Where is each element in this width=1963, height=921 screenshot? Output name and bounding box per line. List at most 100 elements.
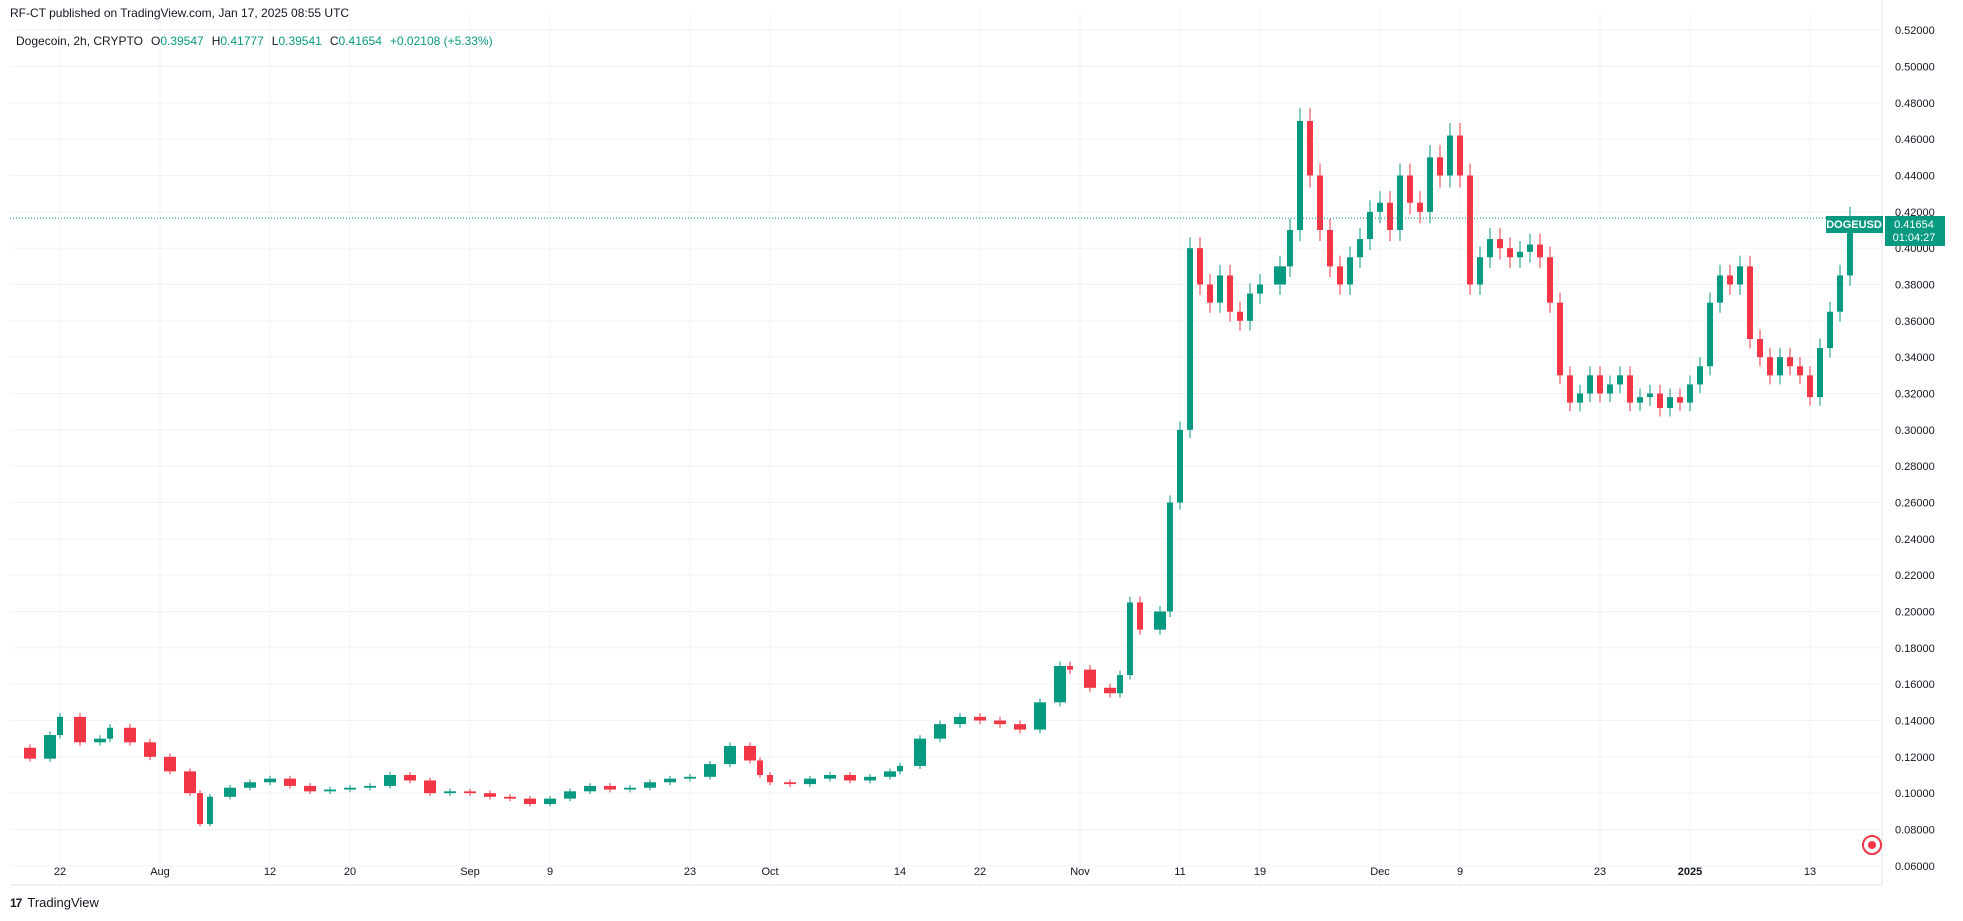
x-tick-label: 14 — [894, 866, 906, 878]
candle-body — [57, 716, 63, 736]
x-tick-label: 9 — [1457, 866, 1463, 878]
candle-body — [1247, 293, 1253, 321]
candle-body — [644, 782, 656, 788]
chart-grid — [10, 12, 1880, 884]
candle-body — [107, 727, 113, 739]
candle-body — [767, 775, 773, 783]
candle-body — [1727, 275, 1733, 285]
candle-body — [1104, 687, 1116, 694]
candle-body — [1014, 724, 1026, 730]
candle-body — [1707, 302, 1713, 367]
price-series — [24, 108, 1853, 827]
change-value: +0.02108 (+5.33%) — [389, 34, 493, 48]
candle-body — [344, 787, 356, 790]
candle-body — [444, 791, 456, 794]
candle-body — [1397, 175, 1403, 230]
y-tick-label: 0.42000 — [1895, 207, 1935, 219]
candle-body — [1717, 275, 1723, 303]
candle-body — [74, 716, 86, 743]
candle-body — [1777, 357, 1783, 376]
candle-body — [1127, 602, 1133, 676]
current-price-tag: DOGEUSD 0.41654 01:04:27 — [1826, 216, 1945, 246]
candle-body — [1527, 244, 1533, 252]
candle-body — [364, 785, 376, 788]
candle-body — [184, 771, 196, 794]
candle-body — [1307, 121, 1313, 176]
x-tick-label: 23 — [684, 866, 696, 878]
tradingview-logo-icon: 17 — [10, 895, 22, 910]
candle-body — [1237, 311, 1243, 321]
candle-body — [1757, 339, 1763, 358]
candle-body — [544, 798, 556, 805]
candle-body — [124, 727, 136, 743]
candle-body — [1817, 348, 1823, 398]
candle-body — [744, 745, 756, 761]
candle-body — [164, 756, 176, 772]
candle-body — [804, 778, 816, 785]
candle-body — [1587, 375, 1593, 394]
candle-body — [934, 724, 946, 739]
candle-body — [504, 796, 516, 799]
price-label: 0.41654 — [1894, 219, 1934, 231]
candle-body — [1257, 284, 1263, 294]
candle-body — [1197, 248, 1203, 285]
countdown-label: 01:04:27 — [1893, 232, 1936, 244]
candle-body — [1467, 175, 1473, 285]
footer-brand[interactable]: 17 TradingView — [10, 895, 99, 910]
candle-body — [464, 791, 476, 794]
candle-body — [1167, 502, 1173, 612]
high-label: H — [211, 34, 221, 48]
candle-body — [1687, 384, 1693, 403]
candle-body — [1117, 675, 1123, 694]
candle-body — [1807, 375, 1813, 398]
x-tick-label: 23 — [1594, 866, 1606, 878]
y-tick-label: 0.40000 — [1895, 243, 1935, 255]
x-tick-label: Sep — [460, 866, 480, 878]
candle-body — [1677, 397, 1683, 403]
candle-body — [224, 787, 236, 797]
candle-body — [1427, 157, 1433, 212]
candle-body — [844, 775, 856, 781]
candle-body — [1357, 239, 1363, 258]
y-tick-label: 0.44000 — [1895, 171, 1935, 183]
y-tick-label: 0.36000 — [1895, 316, 1935, 328]
ticker-label: DOGEUSD — [1826, 219, 1882, 231]
candle-body — [1767, 357, 1773, 376]
brand-name: TradingView — [27, 895, 99, 910]
price-badge — [1885, 216, 1945, 246]
time-axis: 22 Aug 12 20 Sep 9 23 Oct 14 22 Nov 11 19 Dec 9 23 2025 1… — [54, 866, 1816, 878]
candle-body — [264, 778, 276, 783]
candle-body — [1274, 266, 1286, 285]
price-axis: 0.06000 0.08000 0.10000 0.12000 0.14000 0.160… — [1895, 25, 1935, 873]
candle-body — [1297, 121, 1303, 230]
open-value: 0.39547 — [160, 34, 204, 48]
y-tick-label: 0.38000 — [1895, 280, 1935, 292]
x-tick-label: Oct — [761, 866, 778, 878]
x-tick-label: 19 — [1254, 866, 1266, 878]
candle-body — [757, 760, 763, 775]
candle-body — [1507, 248, 1513, 258]
candle-body — [1517, 251, 1523, 258]
y-tick-label: 0.06000 — [1895, 861, 1935, 873]
y-tick-label: 0.34000 — [1895, 352, 1935, 364]
candle-body — [1327, 230, 1333, 267]
candle-body — [1034, 702, 1046, 730]
x-tick-label: 9 — [547, 866, 553, 878]
close-value: 0.41654 — [338, 34, 382, 48]
candle-body — [824, 775, 836, 779]
candle-body — [1187, 248, 1193, 430]
candle-body — [1447, 135, 1453, 176]
x-tick-label: 12 — [264, 866, 276, 878]
candle-body — [1797, 366, 1803, 376]
candle-body — [1557, 302, 1563, 376]
y-tick-label: 0.24000 — [1895, 534, 1935, 546]
candle-body — [197, 793, 203, 825]
symbol-legend: Dogecoin, 2h, CRYPTO O0.39547 H0.41777 L… — [16, 34, 493, 48]
candle-body — [1597, 375, 1603, 394]
candle-body — [994, 720, 1006, 725]
x-tick-label: 22 — [54, 866, 66, 878]
symbol-name[interactable]: Dogecoin, 2h, CRYPTO — [16, 34, 143, 48]
candle-body — [604, 785, 616, 790]
y-tick-label: 0.12000 — [1895, 752, 1935, 764]
